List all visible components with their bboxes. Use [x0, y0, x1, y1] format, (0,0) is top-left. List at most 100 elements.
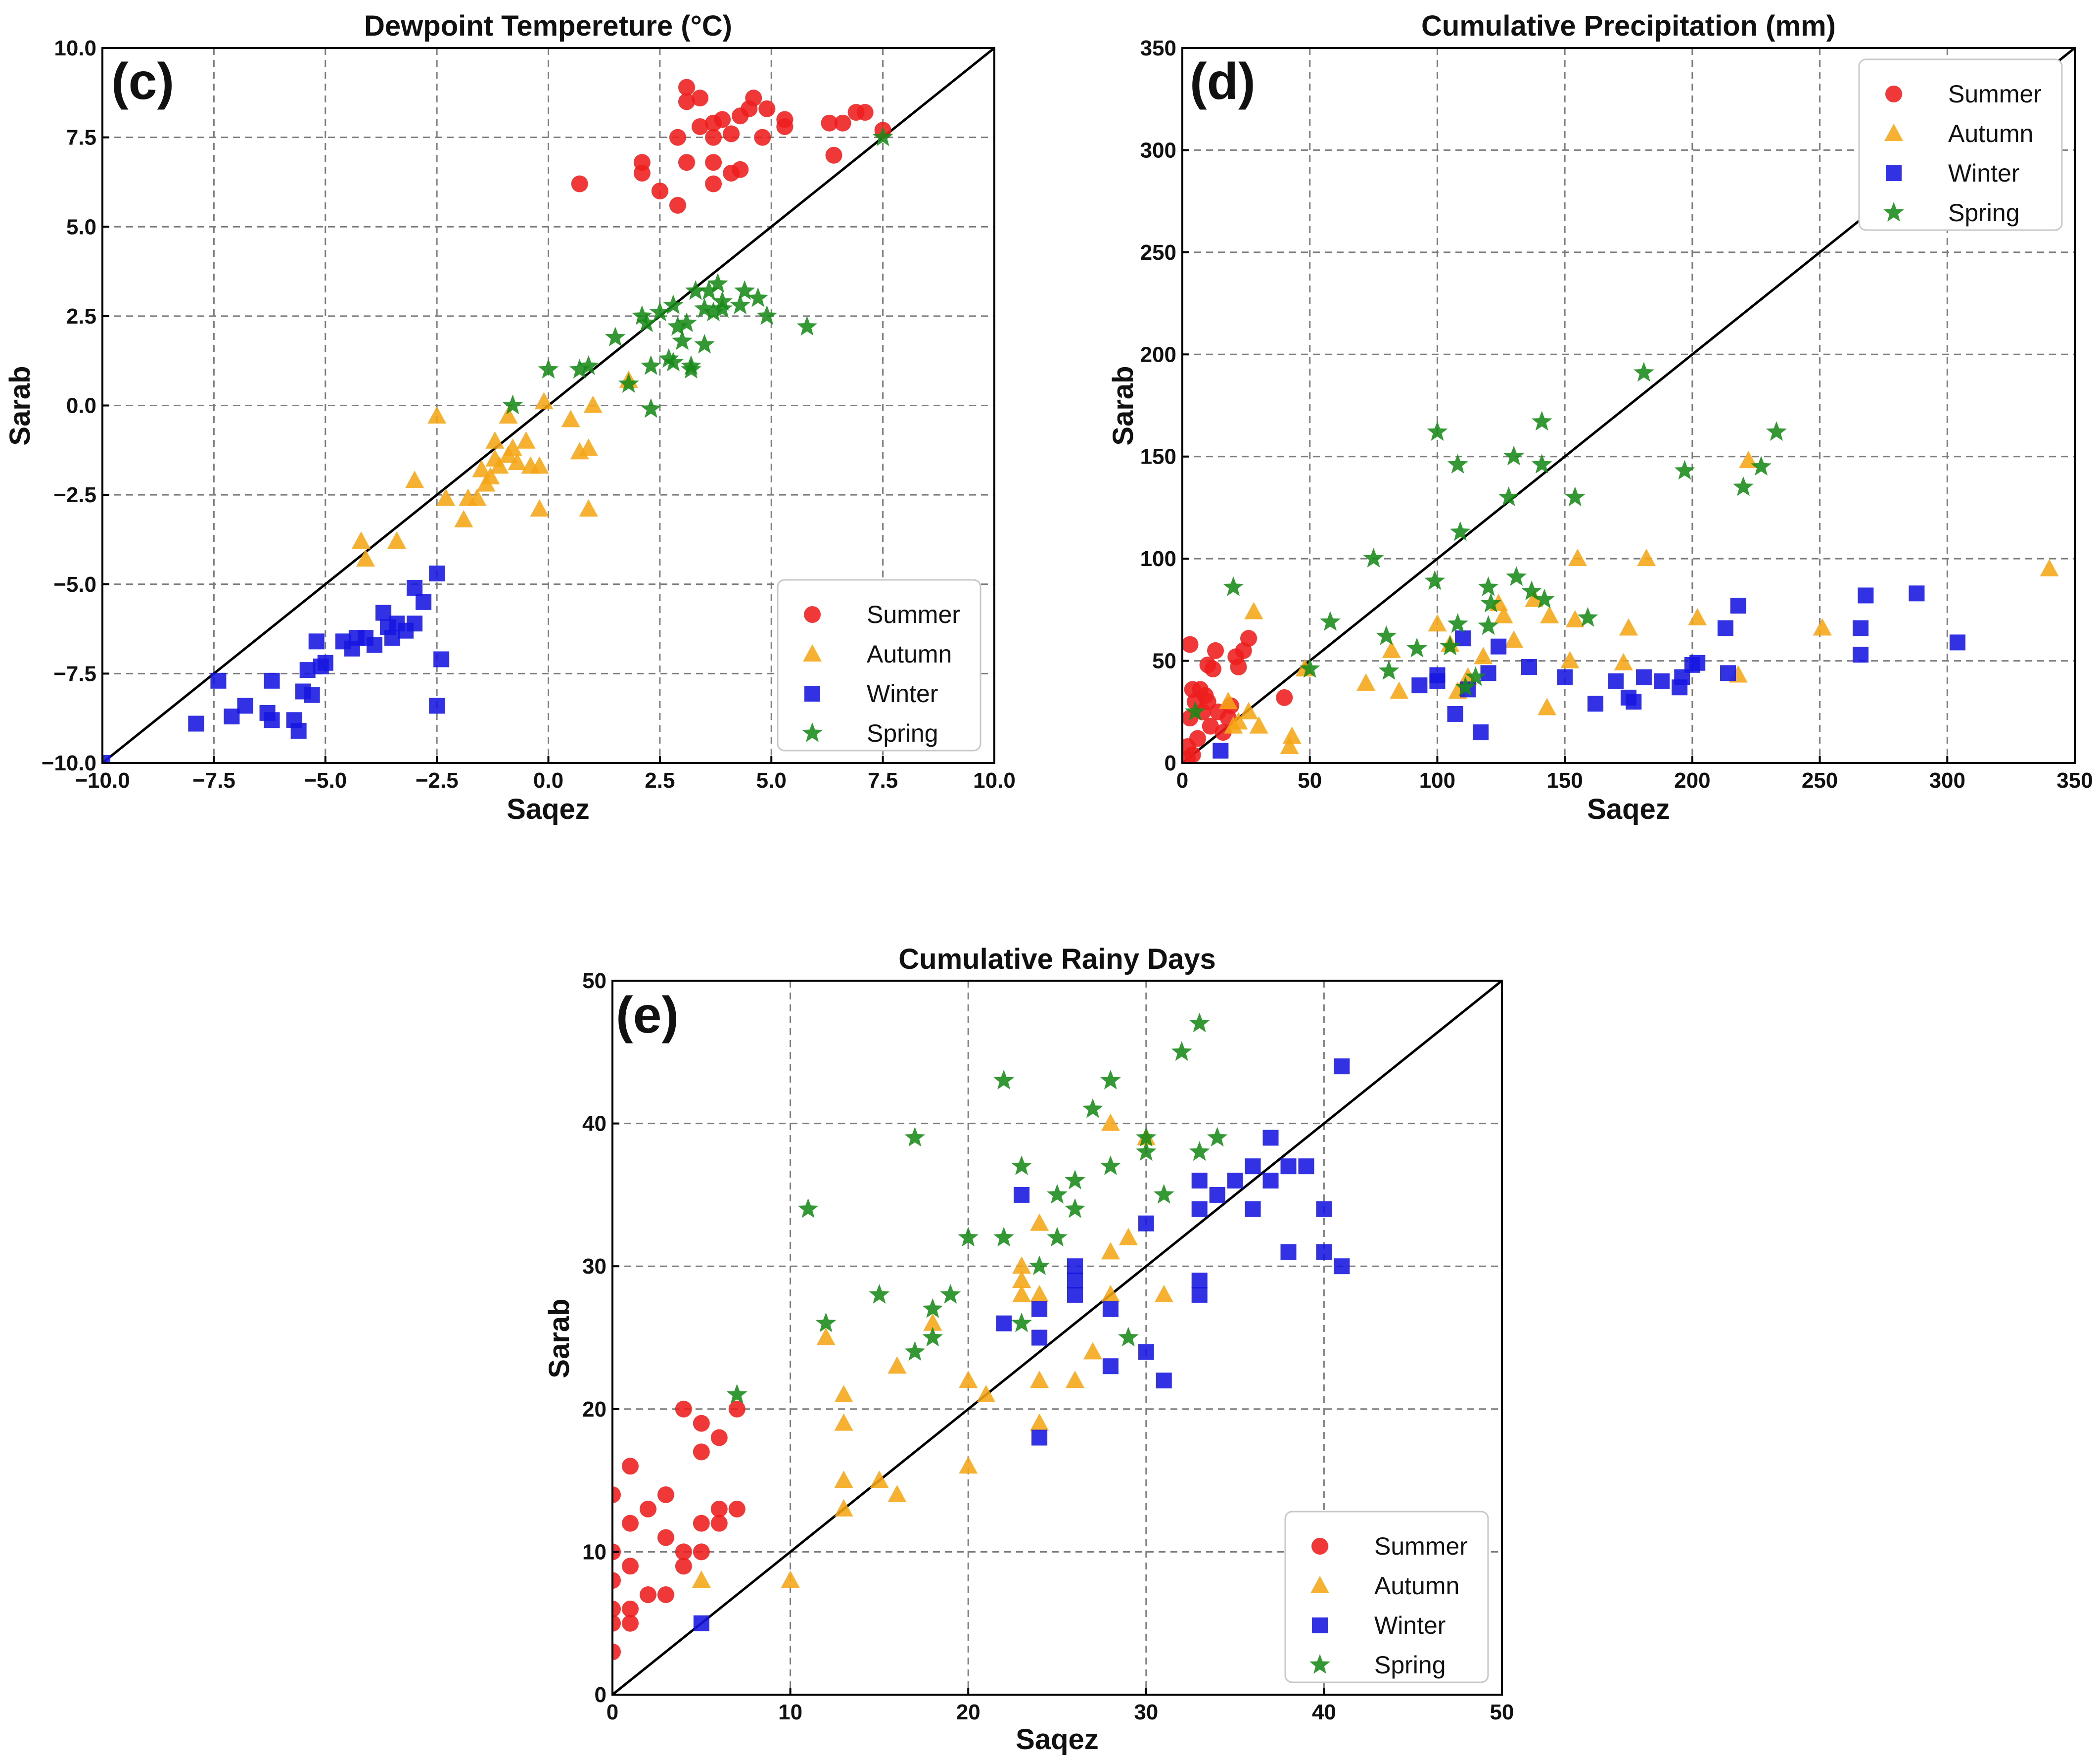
point-spring	[1733, 476, 1754, 496]
point-autumn	[1218, 692, 1238, 710]
point-spring	[1674, 460, 1695, 480]
point-winter	[1858, 587, 1874, 604]
point-spring	[1751, 456, 1772, 476]
point-spring	[703, 301, 724, 322]
y-tick-label: 200	[1140, 342, 1176, 367]
point-autumn	[351, 531, 371, 549]
chart-d-points	[1182, 362, 2059, 763]
point-spring	[922, 1298, 943, 1318]
point-winter	[1447, 706, 1463, 722]
point-spring	[1047, 1184, 1068, 1204]
point-autumn	[530, 499, 549, 517]
legend-label-spring: Spring	[867, 719, 938, 747]
point-spring	[940, 1283, 961, 1304]
point-summer	[754, 129, 771, 146]
point-summer	[1204, 661, 1221, 678]
point-autumn	[503, 438, 522, 456]
point-winter	[1191, 1286, 1208, 1303]
chart-c-legend: Summer Autumn Winter Spring	[777, 579, 981, 752]
point-winter	[1031, 1301, 1048, 1317]
legend-marker-autumn	[803, 644, 822, 662]
point-winter	[407, 616, 423, 632]
point-spring	[1184, 701, 1206, 721]
point-spring	[538, 359, 559, 379]
point-spring	[685, 280, 706, 300]
series-spring	[502, 126, 893, 418]
point-summer	[821, 114, 838, 132]
point-autumn	[356, 549, 375, 567]
x-tick-label: 7.5	[868, 768, 898, 793]
point-autumn	[977, 1384, 996, 1402]
point-spring	[1633, 362, 1654, 382]
point-autumn	[1474, 647, 1493, 665]
legend-marker-winter	[1886, 165, 1902, 181]
chart-e-title: Cumulative Rainy Days	[898, 943, 1215, 975]
point-winter	[1626, 694, 1642, 710]
point-spring	[1427, 421, 1448, 441]
x-tick-label: 0.0	[533, 768, 563, 793]
legend-marker-spring	[1309, 1654, 1330, 1674]
point-summer	[834, 114, 851, 132]
legend-label-spring: Spring	[1948, 199, 2020, 227]
point-winter	[1473, 724, 1489, 741]
point-spring	[1011, 1312, 1032, 1332]
point-spring	[1447, 613, 1468, 633]
point-summer	[669, 196, 686, 214]
legend-marker-spring	[1883, 202, 1904, 222]
point-autumn	[1560, 651, 1580, 668]
point-spring	[1171, 1041, 1192, 1061]
y-tick-label: 7.5	[66, 126, 96, 150]
point-summer	[705, 154, 722, 171]
point-winter	[429, 698, 445, 714]
legend-marker-summer	[1885, 86, 1902, 102]
point-spring	[502, 394, 523, 415]
point-spring	[872, 126, 893, 146]
x-tick-label: 20	[956, 1700, 980, 1724]
y-tick-label: 0	[595, 1683, 607, 1707]
point-spring	[1011, 1155, 1032, 1175]
chart-d-gridlines	[1182, 48, 2075, 763]
y-tick-label: 0.0	[66, 394, 96, 418]
x-tick-label: −2.5	[416, 768, 459, 793]
one-to-one-line	[612, 981, 1502, 1695]
point-autumn	[1101, 1113, 1120, 1131]
point-spring	[694, 333, 715, 354]
point-spring	[1047, 1227, 1068, 1247]
series-winter	[693, 1058, 1350, 1631]
x-tick-label: −5.0	[304, 768, 347, 793]
point-summer	[710, 1429, 728, 1446]
point-winter	[1262, 1173, 1279, 1189]
point-spring	[815, 1312, 837, 1332]
point-spring	[797, 1198, 819, 1218]
point-winter	[1720, 665, 1736, 681]
point-summer	[728, 1400, 746, 1418]
x-tick-label: 30	[1134, 1700, 1158, 1724]
x-tick-label: 350	[2056, 768, 2093, 793]
chart-d-plot-frame	[1181, 47, 2076, 764]
point-summer	[1182, 636, 1199, 653]
point-autumn	[1390, 681, 1409, 699]
chart-e-legend-box	[1284, 1511, 1489, 1683]
point-autumn	[1101, 1284, 1120, 1302]
point-spring	[1506, 566, 1527, 586]
point-spring	[663, 294, 684, 314]
point-summer	[612, 1572, 621, 1589]
point-spring	[636, 312, 657, 332]
point-autumn	[1565, 610, 1585, 627]
point-autumn	[834, 1499, 853, 1517]
point-summer	[710, 1500, 728, 1518]
point-spring	[1577, 607, 1598, 627]
chart-d-title: Cumulative Precipitation (mm)	[1421, 10, 1836, 42]
point-spring	[1376, 625, 1397, 645]
point-spring	[667, 316, 688, 336]
x-tick-label: −7.5	[192, 768, 235, 793]
point-autumn	[436, 488, 456, 506]
point-winter	[1491, 638, 1507, 655]
point-winter	[433, 651, 450, 667]
point-spring	[640, 398, 661, 418]
point-spring	[1378, 660, 1400, 680]
point-spring	[796, 316, 818, 336]
chart-e-yticks: 0 10 20 30 40 50	[582, 969, 619, 1707]
point-winter	[366, 637, 382, 653]
point-summer	[639, 1500, 656, 1518]
